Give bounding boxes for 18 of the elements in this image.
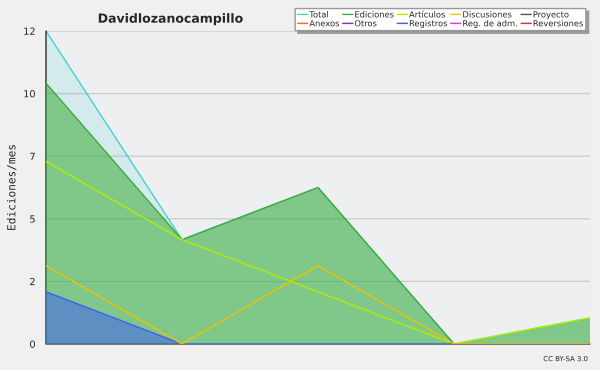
legend-label: Artículos bbox=[409, 10, 445, 18]
legend-label: Total bbox=[309, 11, 328, 18]
legend-label: Reg. de adm. bbox=[463, 20, 517, 28]
legend-label: Ediciones bbox=[355, 11, 394, 18]
y-tick-label: 12 bbox=[24, 27, 35, 35]
y-tick-label: 7 bbox=[30, 152, 35, 160]
legend-label: Proyecto bbox=[534, 11, 569, 20]
chart-title: Davidlozanocampillo bbox=[98, 13, 243, 26]
legend-label: Otros bbox=[354, 20, 376, 26]
legend-label: Registros bbox=[410, 20, 448, 28]
y-tick-label: 2 bbox=[30, 278, 35, 286]
y-axis-title: Ediciones/mes bbox=[6, 145, 16, 230]
y-tick-label: 0 bbox=[30, 340, 35, 348]
y-tick-label: 10 bbox=[24, 90, 35, 98]
y-tick-label: 5 bbox=[30, 215, 35, 223]
legend-label: Anexos bbox=[309, 20, 339, 26]
legend-label: Reversiones bbox=[534, 20, 583, 26]
legend-label: Discusiones bbox=[463, 11, 512, 18]
